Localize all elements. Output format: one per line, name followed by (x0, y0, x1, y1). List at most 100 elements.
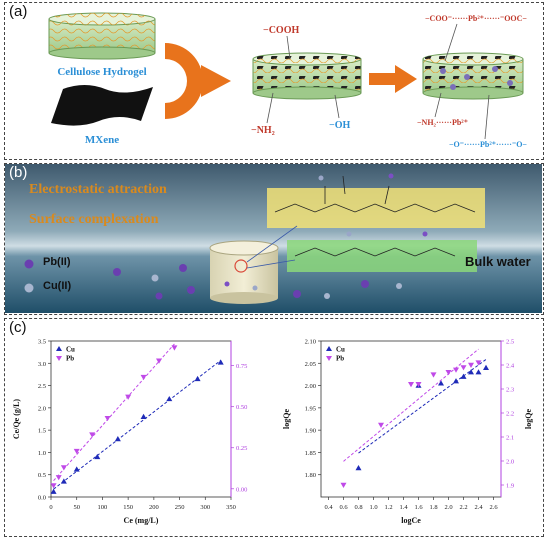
point-pb (415, 382, 422, 388)
legend-marker-cu (326, 346, 332, 351)
y-tick-label: 2.00 (305, 383, 316, 390)
point-cu (453, 378, 459, 384)
x-tick-label: 1.2 (384, 504, 392, 511)
x-axis-label: Ce (mg/L) (124, 516, 159, 525)
y-tick-label: 1.95 (305, 405, 316, 412)
legend-label-cu: Cu (66, 346, 75, 354)
fit-line-cu (53, 360, 222, 490)
loaded-hydrogel-graphic (422, 52, 524, 100)
point-pb (156, 358, 162, 364)
x-tick-label: 250 (175, 504, 185, 511)
y-tick-label: 0.5 (38, 472, 46, 479)
point-cu (483, 364, 489, 370)
y-tick-label: 1.85 (305, 450, 316, 457)
adsorption-arrow-graphic (369, 65, 417, 93)
x-tick-label: 350 (226, 504, 236, 511)
legend-label-cu: Cu (336, 346, 345, 354)
hydrogel-cylinder-graphic (209, 225, 298, 304)
fit-line-cu (358, 359, 487, 454)
point-pb (140, 374, 147, 381)
point-pb (468, 362, 474, 368)
fit-line-pb (53, 343, 175, 482)
point-pb (55, 475, 62, 481)
y2-tick-label: 2.3 (506, 387, 514, 394)
oh-label: −OH (329, 120, 350, 131)
x-tick-label: 50 (73, 504, 80, 511)
point-pb (378, 422, 384, 428)
point-cu (475, 369, 482, 375)
point-pb (340, 482, 347, 488)
point-cu (355, 465, 362, 471)
point-cu (94, 453, 101, 460)
y-axis-label: Ce/Qe (g/L) (12, 399, 21, 440)
hydrogel-label: Cellulose Hydrogel (57, 66, 146, 78)
y-tick-label: 2.05 (305, 361, 316, 368)
pb-legend-label: Pb(II) (43, 256, 71, 268)
y-tick-label: 1.5 (38, 428, 46, 435)
x-tick-label: 1.4 (399, 504, 408, 511)
chitosan-structure-band (287, 240, 477, 272)
point-cu (460, 373, 467, 379)
oxide-complex-label: −O⁻······Pb²⁺······⁻O− (449, 140, 527, 149)
x-tick-label: 0.8 (354, 504, 362, 511)
phosphate-groups (318, 173, 428, 237)
x-tick-label: 2.6 (489, 504, 498, 511)
y-tick-label: 0.0 (38, 495, 46, 502)
panel-b-scene (5, 164, 542, 313)
amine-complex-label: −NH₂······Pb²⁺ (417, 118, 468, 127)
merge-arrow-graphic (165, 43, 231, 119)
panel-a-diagram: Cellulose Hydrogel MXene −COOH −NH₂ −OH (48, 12, 527, 149)
electrostatic-attraction-label: Electrostatic attraction (29, 182, 167, 197)
freundlich-chart: 0.4 0.6 0.8 1.0 1.2 1.4 1.6 1.8 2.0 2.2 2.4 2.6 1.80… (282, 339, 533, 526)
y2-tick-label: 0.75 (236, 363, 247, 370)
point-cu (217, 359, 224, 365)
langmuir-chart: 0 50 100 150 200 250 300 350 0.0 0.5 1.0 1.5 2.0 2.5 3… (12, 339, 247, 526)
point-cu (114, 436, 121, 442)
panel-b: (b) Electrostatic attraction Surface com… (4, 163, 544, 315)
carboxylate-complex-label: −COO⁻······Pb²⁺······⁻OOC− (425, 14, 527, 23)
y2-axis-label: logQe (524, 409, 533, 429)
chemical-structure-graphic (274, 175, 476, 257)
point-pb (430, 372, 437, 378)
y-tick-label: 3.0 (38, 361, 46, 368)
x-tick-label: 0 (49, 504, 52, 511)
panel-c-label: (c) (9, 319, 27, 336)
x-axis-label: logCe (401, 516, 421, 525)
y2-tick-label: 2.5 (506, 339, 514, 346)
legend-marker-cu (56, 346, 62, 351)
legend-marker-pb (326, 356, 332, 361)
cu-legend-label: Cu(II) (43, 280, 72, 292)
y2-tick-label: 2.1 (506, 435, 514, 442)
y-tick-label: 1.0 (38, 450, 46, 457)
point-cu (438, 380, 444, 386)
point-pb (125, 394, 132, 400)
point-pb (89, 432, 96, 438)
point-pb (50, 483, 57, 489)
ions-in-water (24, 259, 402, 300)
y2-tick-label: 0.25 (236, 445, 247, 452)
x-tick-label: 100 (98, 504, 108, 511)
x-tick-label: 0.6 (339, 504, 348, 511)
cooh-label: −COOH (263, 25, 299, 36)
plot-frame (50, 340, 232, 498)
legend-label-pb: Pb (66, 355, 74, 363)
point-cu (468, 369, 474, 375)
x-tick-label: 300 (200, 504, 210, 511)
nh2-label: −NH₂ (251, 125, 275, 136)
point-cu (60, 478, 67, 484)
y-tick-label: 2.10 (305, 339, 316, 346)
legend-label-pb: Pb (336, 355, 344, 363)
point-cu (73, 466, 80, 472)
x-tick-label: 2.2 (459, 504, 467, 511)
point-pb (60, 465, 67, 471)
y-tick-label: 3.5 (38, 339, 46, 346)
y2-tick-label: 2.2 (506, 411, 514, 418)
surface-complexation-label: Surface complexation (29, 212, 159, 227)
point-cu (194, 375, 201, 382)
mxene-label: MXene (85, 134, 119, 146)
x-tick-label: 0.4 (324, 504, 333, 511)
point-pb (104, 415, 111, 422)
point-pb (73, 448, 80, 455)
point-pb (408, 382, 414, 388)
bulk-water-label: Bulk water (465, 254, 531, 269)
